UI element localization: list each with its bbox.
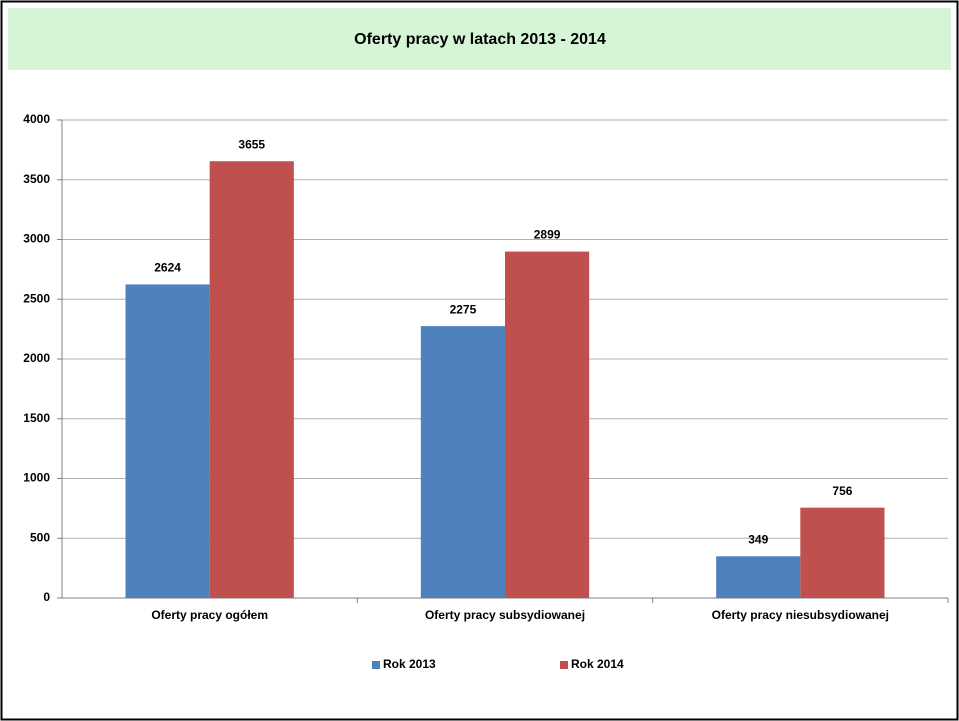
data-label: 3655 [238, 137, 265, 151]
legend-swatch [560, 661, 568, 669]
data-label: 2899 [534, 228, 561, 242]
bar [209, 161, 294, 599]
y-tick-label: 3000 [23, 232, 50, 246]
y-tick-label: 4000 [23, 112, 50, 126]
bar [125, 284, 210, 598]
bar [420, 326, 505, 598]
x-tick-label: Oferty pracy ogółem [151, 608, 268, 622]
y-tick-label: 500 [30, 530, 50, 544]
y-tick-label: 3500 [23, 172, 50, 186]
y-tick-label: 2000 [23, 351, 50, 365]
data-label: 2275 [450, 302, 477, 316]
y-tick-label: 2500 [23, 291, 50, 305]
bar [716, 556, 801, 598]
legend-label: Rok 2014 [571, 657, 624, 671]
data-label: 349 [748, 532, 768, 546]
x-tick-label: Oferty pracy subsydiowanej [425, 608, 585, 622]
legend-label: Rok 2013 [383, 657, 436, 671]
y-tick-label: 1000 [23, 471, 50, 485]
data-label: 2624 [154, 261, 181, 275]
data-label: 756 [832, 484, 852, 498]
x-tick-label: Oferty pracy niesubsydiowanej [712, 608, 889, 622]
title-band [8, 8, 951, 70]
chart-title: Oferty pracy w latach 2013 - 2014 [354, 31, 606, 48]
y-tick-label: 1500 [23, 411, 50, 425]
y-tick-label: 0 [43, 590, 50, 604]
legend-swatch [372, 661, 380, 669]
bar [505, 251, 590, 598]
bar [800, 507, 885, 598]
